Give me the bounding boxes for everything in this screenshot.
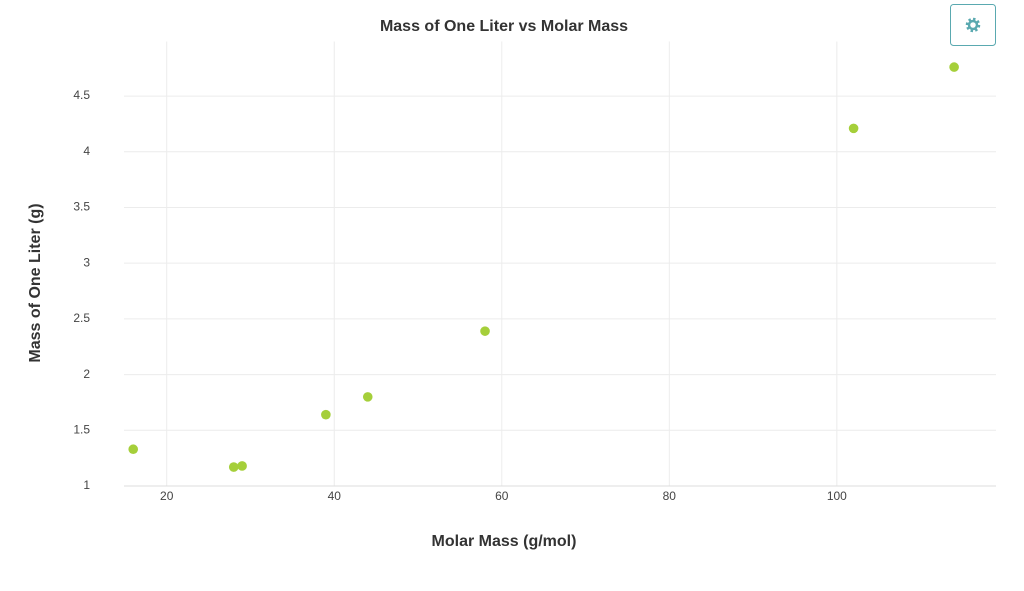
- x-tick-label: 80: [663, 489, 677, 503]
- x-tick-label: 100: [827, 489, 847, 503]
- y-tick-label: 4.5: [73, 88, 90, 102]
- point: [949, 62, 959, 72]
- point: [480, 326, 490, 336]
- y-tick-label: 1.5: [73, 422, 90, 436]
- y-tick-label: 2: [83, 367, 90, 381]
- chart-title: Mass of One Liter vs Molar Mass: [380, 18, 628, 35]
- y-axis-title: Mass of One Liter (g): [27, 203, 44, 362]
- gear-teeth[interactable]: [965, 17, 981, 33]
- point: [237, 461, 247, 471]
- x-tick-label: 60: [495, 489, 509, 503]
- point: [362, 392, 373, 402]
- x-tick-label: 20: [160, 489, 174, 503]
- x-axis-title: Molar Mass (g/mol): [432, 533, 577, 550]
- point: [128, 444, 139, 455]
- y-tick-label: 2.5: [73, 311, 90, 325]
- settings-button-frame[interactable]: [950, 4, 996, 46]
- x-tick-label: 40: [328, 489, 342, 503]
- point: [848, 123, 859, 134]
- settings-button[interactable]: [950, 4, 996, 46]
- y-tick-label: 3: [83, 255, 90, 269]
- gear-icon[interactable]: [967, 19, 979, 31]
- point: [228, 462, 239, 472]
- point: [321, 409, 331, 420]
- y-tick-label: 4: [83, 144, 90, 158]
- y-tick-label: 1: [83, 478, 90, 492]
- y-tick-label: 3.5: [73, 200, 90, 214]
